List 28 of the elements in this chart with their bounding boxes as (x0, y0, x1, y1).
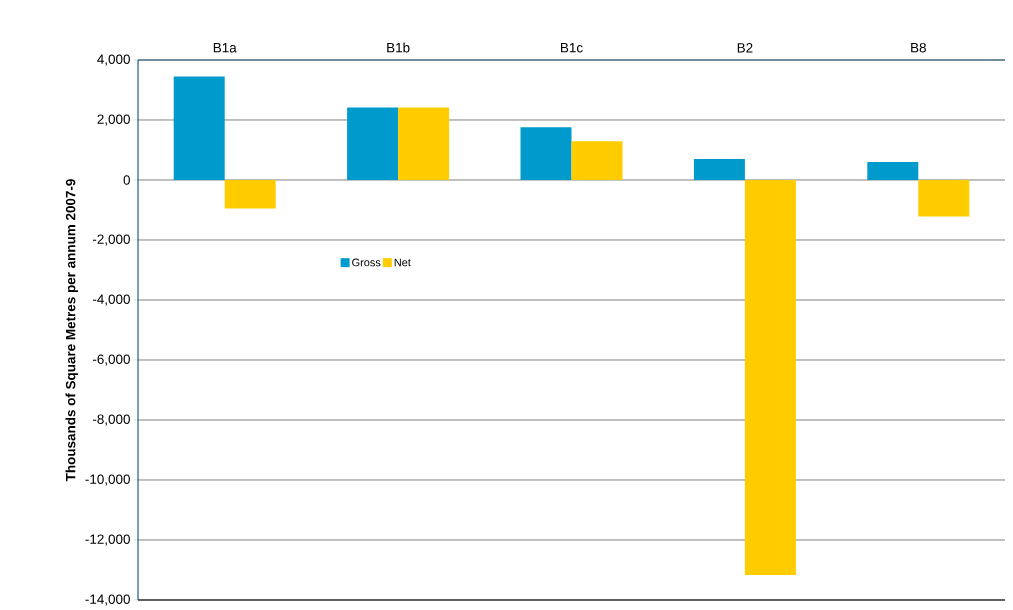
bar (398, 107, 450, 180)
y-tick-label: -4,000 (92, 294, 130, 306)
legend-label: Net (394, 258, 411, 267)
bar (173, 76, 225, 180)
bar (571, 141, 623, 180)
y-axis-title: Thousands of Square Metres per annum 2007-9 (65, 179, 79, 482)
y-tick-label: -8,000 (92, 414, 130, 426)
x-tick-label: B1b (387, 42, 410, 53)
bar (693, 158, 745, 180)
x-tick-label: B8 (911, 42, 926, 53)
bar (918, 179, 970, 217)
y-tick-label: -14,000 (85, 594, 130, 606)
x-tick-label: B1c (561, 43, 583, 53)
y-tick-label: -10,000 (85, 474, 130, 486)
bar (347, 107, 399, 180)
y-tick-label: 0 (123, 175, 130, 185)
legend-label: Gross (352, 258, 381, 267)
bar (520, 127, 572, 180)
x-tick-label: B1a (213, 43, 237, 53)
y-tick-label: -2,000 (92, 234, 130, 246)
bar (744, 179, 796, 576)
y-tick-label: -6,000 (92, 354, 130, 366)
x-tick-label: B2 (737, 43, 753, 53)
y-tick-label: 2,000 (97, 114, 130, 126)
bar (224, 179, 276, 209)
bar (867, 161, 919, 180)
y-tick-label: 4,000 (97, 54, 130, 66)
y-tick-label: -12,000 (85, 534, 130, 546)
